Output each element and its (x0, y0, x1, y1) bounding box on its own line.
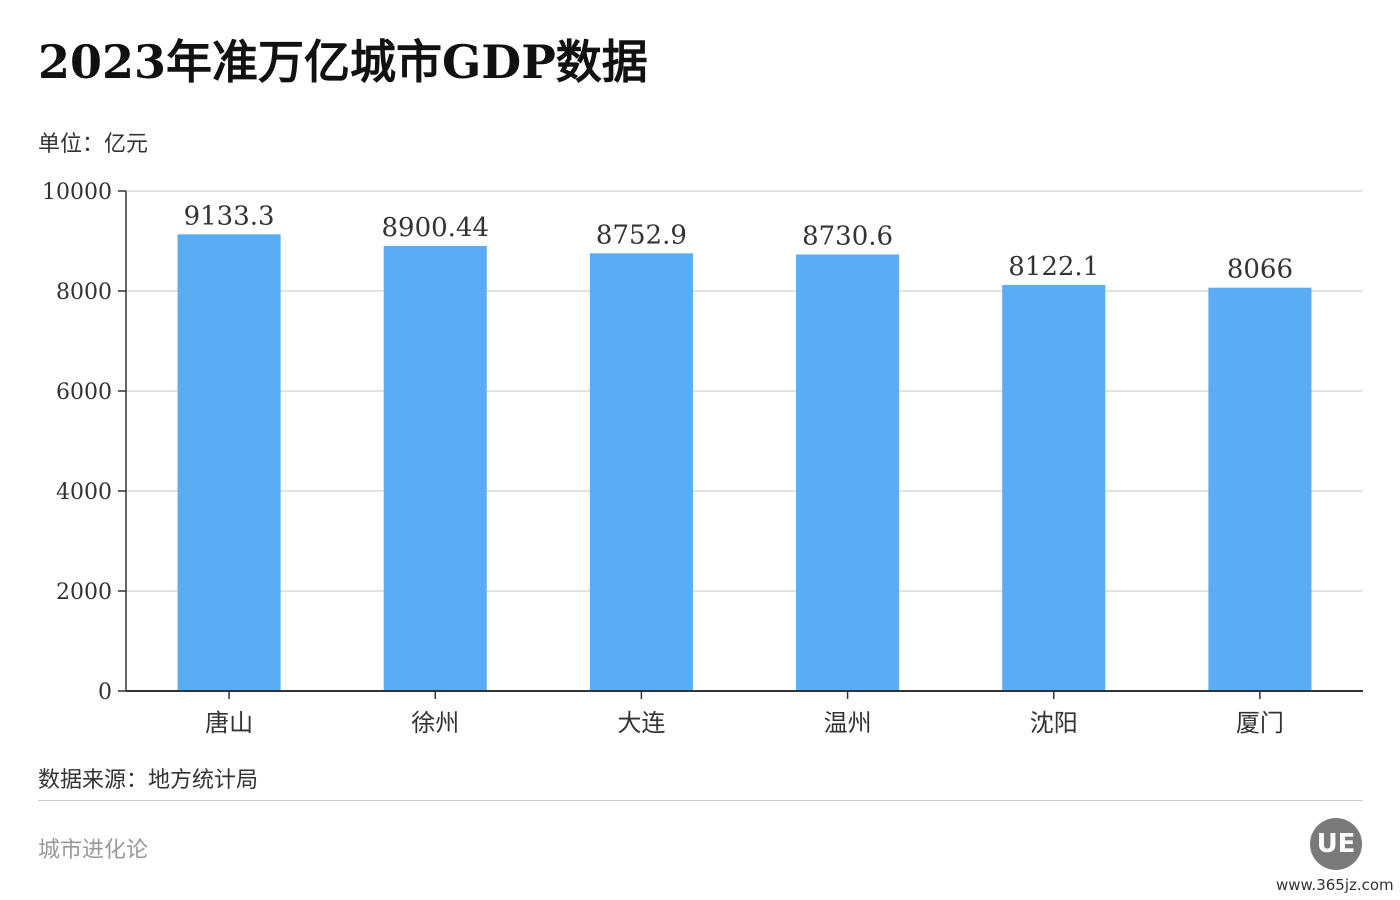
x-tick-label: 唐山 (205, 709, 253, 737)
bar (1002, 284, 1106, 691)
bar (589, 253, 693, 692)
x-tick-label: 温州 (824, 709, 872, 737)
x-tick-label: 徐州 (411, 709, 459, 737)
bar (383, 245, 487, 691)
data-label: 8122.1 (1008, 252, 1099, 282)
bar (1208, 287, 1312, 691)
data-label: 8900.44 (381, 213, 489, 243)
bar-chart: 0 2000 4000 6000 8000 10000 唐山 9133.3 徐州 8900.44 大… (42, 180, 1363, 737)
brand-name: 城市进化论 (38, 838, 149, 863)
bar (177, 234, 281, 691)
x-tick-label: 大连 (617, 709, 665, 737)
y-tick-label: 0 (98, 680, 112, 705)
x-tick-label: 沈阳 (1030, 709, 1078, 737)
x-tick-label: 厦门 (1236, 709, 1284, 737)
data-label: 8752.9 (596, 220, 687, 250)
grid-lines (126, 190, 1363, 592)
footer-divider (38, 800, 1363, 801)
y-tick-label: 4000 (56, 480, 112, 505)
unit-label: 单位：亿元 (38, 132, 149, 157)
bar (796, 254, 900, 691)
y-tick-label: 2000 (56, 580, 112, 605)
data-label: 8066 (1227, 255, 1293, 285)
data-source: 数据来源：地方统计局 (38, 768, 259, 793)
labels: 0 2000 4000 6000 8000 10000 唐山 9133.3 徐州 8900.44 大… (42, 180, 1293, 737)
data-label: 8730.6 (802, 221, 893, 251)
bars (177, 234, 1312, 692)
brand-logo: UE (1310, 818, 1362, 870)
y-tick-label: 10000 (42, 180, 112, 205)
axes (118, 190, 1363, 699)
y-tick-label: 6000 (56, 380, 112, 405)
logo-text: UE (1316, 829, 1356, 859)
data-label: 9133.3 (184, 201, 275, 231)
watermark: www.365jz.com (1276, 876, 1394, 894)
y-tick-label: 8000 (56, 280, 112, 305)
page-title: 2023年准万亿城市GDP数据 (38, 35, 648, 89)
